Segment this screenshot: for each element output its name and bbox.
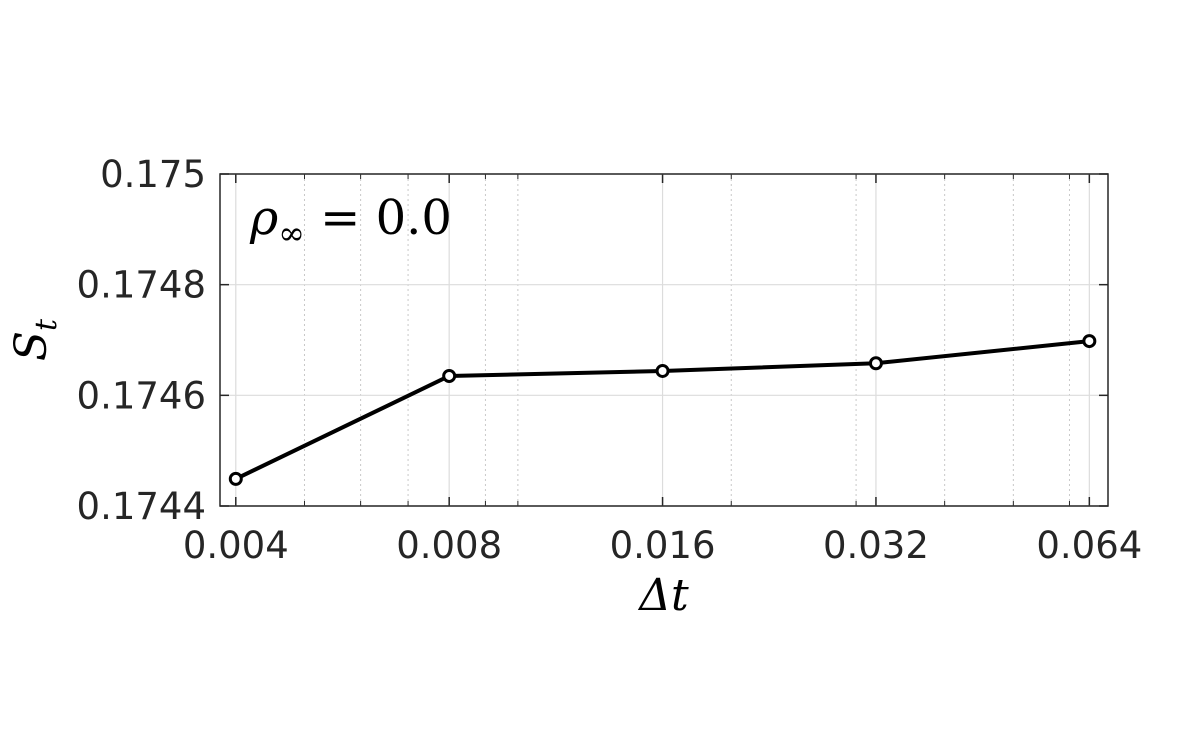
annotation: ρ∞ = 0.0 (249, 190, 452, 252)
plot-frame (219, 173, 1109, 507)
data-point (1082, 334, 1097, 349)
x-axis-label: Δt (637, 570, 689, 621)
y-axis-label-sub: t (29, 318, 64, 331)
annotation-rest: = 0.0 (305, 190, 452, 246)
annotation-subscript: ∞ (278, 214, 305, 252)
data-point (228, 471, 243, 486)
y-tick-label: 0.1748 (77, 264, 206, 307)
x-tick-label: 0.008 (396, 524, 502, 567)
y-tick-label: 0.1746 (77, 374, 206, 417)
annotation-symbol: ρ (249, 190, 278, 246)
x-tick-label: 0.032 (823, 524, 929, 567)
data-point (868, 356, 883, 371)
x-tick-label: 0.004 (183, 524, 289, 567)
y-tick-label: 0.175 (100, 153, 206, 196)
y-axis-label-base: S (6, 331, 57, 361)
data-point (655, 363, 670, 378)
x-tick-label: 0.016 (610, 524, 716, 567)
x-tick-label: 0.064 (1036, 524, 1142, 567)
data-point (442, 368, 457, 383)
marks (228, 334, 1097, 486)
y-axis-label: St (6, 318, 64, 361)
y-tick-label: 0.1744 (77, 485, 206, 528)
